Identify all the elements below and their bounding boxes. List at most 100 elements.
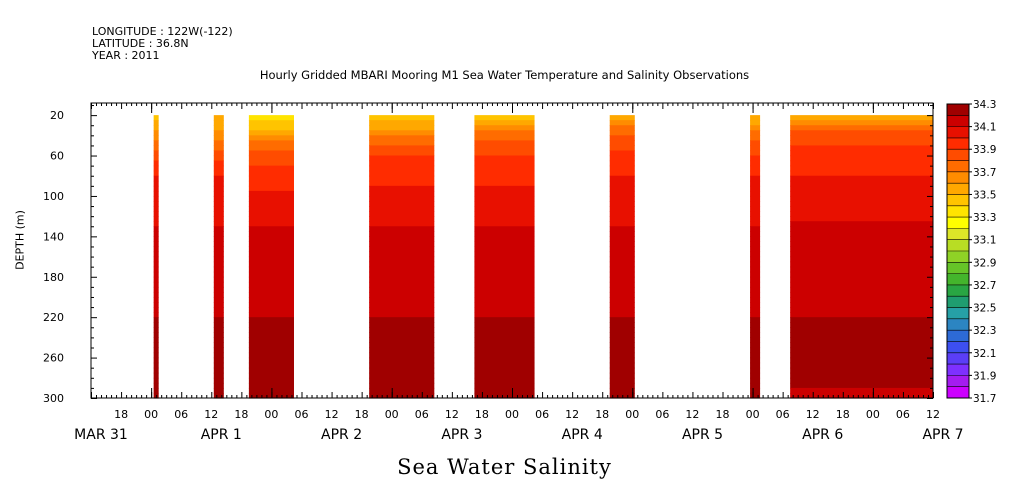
salinity-band xyxy=(248,372,294,379)
salinity-block-3 xyxy=(248,115,294,399)
salinity-band xyxy=(153,276,159,283)
salinity-band xyxy=(248,180,294,187)
salinity-band xyxy=(790,216,933,222)
salinity-band xyxy=(248,145,294,152)
salinity-band xyxy=(153,145,159,152)
salinity-block-7 xyxy=(750,115,761,399)
salinity-band xyxy=(750,352,761,359)
salinity-band xyxy=(248,165,294,172)
salinity-band xyxy=(213,125,224,131)
x-tick-label: 00 xyxy=(385,408,399,421)
y-tick-label: 60 xyxy=(50,150,64,163)
salinity-band xyxy=(153,120,159,126)
salinity-band xyxy=(790,276,933,283)
salinity-band xyxy=(790,322,933,328)
salinity-band xyxy=(248,367,294,374)
salinity-band xyxy=(248,276,294,283)
salinity-band xyxy=(153,165,159,172)
salinity-band xyxy=(248,281,294,288)
salinity-band xyxy=(153,327,159,333)
x-tick-label: 18 xyxy=(475,408,489,421)
salinity-band xyxy=(750,317,761,323)
x-tick-label: 06 xyxy=(776,408,790,421)
colorbar-swatch xyxy=(947,115,969,128)
colorbar-swatch xyxy=(947,217,969,229)
colorbar-label: 32.9 xyxy=(973,257,996,269)
colorbar-swatch xyxy=(947,104,969,116)
salinity-band xyxy=(790,211,933,217)
salinity-band xyxy=(369,357,435,364)
salinity-band xyxy=(213,150,224,157)
salinity-band xyxy=(248,175,294,182)
salinity-band xyxy=(750,392,761,399)
salinity-band xyxy=(474,276,535,283)
salinity-band xyxy=(750,160,761,167)
salinity-band xyxy=(369,170,435,177)
salinity-band xyxy=(750,281,761,288)
salinity-band xyxy=(609,206,635,212)
salinity-band xyxy=(474,281,535,288)
salinity-band xyxy=(248,327,294,333)
y-tick-label: 220 xyxy=(43,311,64,324)
x-tick-label: 12 xyxy=(445,408,459,421)
salinity-band xyxy=(213,170,224,177)
salinity-band xyxy=(248,312,294,318)
salinity-band xyxy=(213,337,224,344)
salinity-band xyxy=(248,185,294,192)
salinity-band xyxy=(790,185,933,192)
salinity-band xyxy=(213,392,224,399)
salinity-band xyxy=(474,372,535,379)
salinity-band xyxy=(213,120,224,126)
salinity-band xyxy=(609,322,635,328)
salinity-band xyxy=(153,216,159,222)
salinity-band xyxy=(750,231,761,237)
salinity-band xyxy=(369,276,435,283)
salinity-band xyxy=(369,266,435,273)
salinity-band xyxy=(750,226,761,232)
salinity-band xyxy=(369,130,435,136)
salinity-band xyxy=(248,125,294,131)
salinity-band xyxy=(474,226,535,232)
salinity-band xyxy=(213,332,224,338)
variable-title: Sea Water Salinity xyxy=(397,455,612,479)
salinity-band xyxy=(474,362,535,369)
salinity-band xyxy=(790,236,933,243)
salinity-band xyxy=(369,372,435,379)
salinity-band xyxy=(153,382,159,389)
colorbar-swatch xyxy=(947,251,969,263)
colorbar-label: 33.3 xyxy=(973,212,996,224)
salinity-band xyxy=(153,246,159,253)
y-tick-label: 140 xyxy=(43,230,64,243)
salinity-band xyxy=(790,392,933,399)
salinity-band xyxy=(369,155,435,162)
salinity-band xyxy=(369,135,435,141)
salinity-band xyxy=(213,160,224,167)
salinity-band xyxy=(248,160,294,167)
salinity-band xyxy=(750,291,761,298)
salinity-band xyxy=(609,175,635,182)
salinity-band xyxy=(790,190,933,197)
salinity-band xyxy=(153,362,159,369)
salinity-band xyxy=(213,211,224,217)
salinity-band xyxy=(213,241,224,248)
salinity-band xyxy=(153,337,159,344)
salinity-band xyxy=(153,281,159,288)
salinity-band xyxy=(248,120,294,126)
colorbar-swatch xyxy=(947,262,969,275)
salinity-band xyxy=(750,206,761,212)
salinity-band xyxy=(790,342,933,349)
salinity-band xyxy=(750,347,761,354)
colorbar-swatch xyxy=(947,149,969,161)
colorbar-swatch xyxy=(947,205,969,218)
salinity-band xyxy=(248,296,294,303)
salinity-band xyxy=(609,296,635,303)
salinity-band xyxy=(750,251,761,258)
salinity-band xyxy=(213,367,224,374)
salinity-band xyxy=(248,322,294,328)
colorbar-swatch xyxy=(947,330,969,342)
salinity-band xyxy=(750,312,761,318)
salinity-block-5 xyxy=(474,115,535,399)
day-label: APR 3 xyxy=(441,427,482,443)
salinity-band xyxy=(369,362,435,369)
salinity-band xyxy=(790,256,933,263)
